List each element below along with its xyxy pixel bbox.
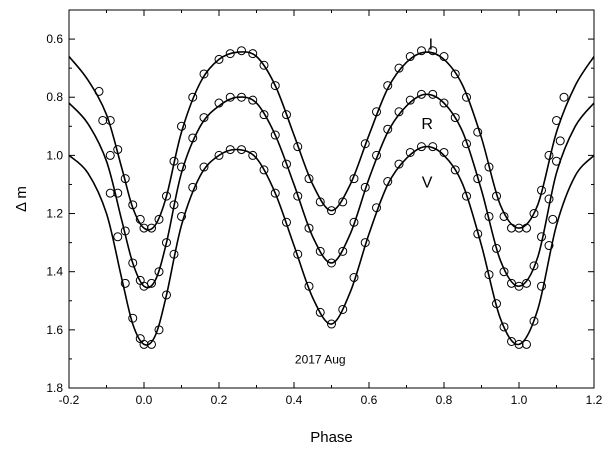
y-tick-label: 1.2	[46, 207, 63, 221]
data-point	[154, 267, 164, 277]
data-point	[128, 258, 138, 268]
series-v-points	[105, 142, 558, 349]
plot-frame	[68, 9, 595, 389]
data-point	[559, 92, 569, 102]
y-tick-label: 1.8	[46, 381, 63, 395]
data-point	[428, 46, 438, 56]
data-point	[338, 304, 348, 314]
data-point	[394, 159, 404, 169]
data-point	[270, 188, 280, 198]
data-point	[248, 150, 258, 160]
data-point	[507, 278, 516, 288]
data-point	[282, 159, 291, 169]
data-point	[214, 150, 224, 160]
plot-area	[69, 46, 594, 349]
data-point	[154, 214, 164, 224]
fit-curve-v	[69, 145, 594, 346]
data-point	[237, 46, 246, 56]
data-point	[293, 142, 303, 152]
data-point	[529, 316, 539, 326]
data-point	[338, 246, 348, 256]
x-tick-label: 0.4	[286, 393, 303, 407]
data-point	[514, 281, 524, 291]
data-point	[147, 223, 156, 233]
data-point	[450, 113, 460, 123]
data-point	[394, 63, 404, 73]
data-point	[507, 336, 516, 346]
fit-curve-i	[69, 51, 594, 231]
series-label-i: I	[429, 36, 433, 53]
data-point	[113, 232, 123, 242]
data-point	[315, 307, 325, 317]
data-point	[162, 290, 171, 300]
data-point	[162, 238, 171, 248]
data-point	[282, 110, 291, 120]
data-point	[259, 110, 269, 120]
data-point	[270, 81, 280, 91]
x-tick-label: 0.0	[136, 393, 153, 407]
data-point	[248, 95, 258, 105]
data-point	[450, 69, 460, 79]
data-point	[248, 49, 258, 59]
y-axis-title: Δ m	[13, 186, 30, 212]
data-point	[177, 211, 186, 221]
data-point	[544, 241, 554, 251]
data-point	[473, 174, 483, 184]
annotation-date: 2017 Aug	[295, 352, 346, 366]
data-point	[259, 60, 269, 70]
data-point	[120, 278, 130, 288]
data-point	[529, 209, 539, 219]
data-point	[327, 206, 336, 216]
data-point	[199, 69, 209, 79]
data-point	[522, 339, 531, 349]
x-tick-label: 1.2	[586, 393, 603, 407]
data-point	[105, 150, 115, 160]
data-point	[327, 258, 336, 268]
series-i-points	[94, 46, 569, 233]
data-point	[293, 191, 303, 201]
data-point	[555, 136, 565, 146]
data-point	[327, 319, 336, 329]
fit-curve-r	[69, 93, 594, 289]
data-point	[315, 246, 325, 256]
data-point	[139, 281, 149, 291]
y-tick-label: 1.4	[46, 265, 63, 279]
data-point	[548, 214, 558, 224]
y-tick-label: 1.6	[46, 323, 63, 337]
data-point	[282, 217, 291, 227]
data-point	[259, 165, 269, 175]
x-tick-label: 0.2	[211, 393, 228, 407]
x-axis-title: Phase	[310, 429, 353, 446]
x-tick-label: -0.2	[59, 393, 80, 407]
series-label-v: V	[422, 174, 433, 191]
data-point	[105, 188, 115, 198]
data-point	[270, 130, 280, 140]
data-point	[439, 98, 449, 108]
y-tick-label: 0.8	[46, 90, 63, 104]
data-point	[147, 278, 156, 288]
data-point	[537, 281, 546, 291]
x-tick-label: 0.8	[436, 393, 453, 407]
x-tick-label: 0.6	[361, 393, 378, 407]
data-point	[417, 46, 426, 56]
series-label-r: R	[421, 116, 433, 133]
data-point	[492, 243, 501, 253]
data-point	[98, 115, 108, 125]
data-point	[225, 49, 235, 59]
data-point	[360, 139, 370, 149]
data-point	[462, 191, 471, 201]
data-point	[214, 54, 224, 64]
y-tick-label: 0.6	[46, 32, 63, 46]
y-tick-label: 1.0	[46, 148, 63, 162]
data-point	[394, 107, 404, 117]
x-tick-label: 1.0	[511, 393, 528, 407]
data-point	[522, 278, 531, 288]
data-point	[304, 223, 314, 233]
data-point	[450, 165, 460, 175]
data-point	[529, 261, 539, 271]
data-point	[162, 191, 171, 201]
data-point	[499, 322, 509, 332]
